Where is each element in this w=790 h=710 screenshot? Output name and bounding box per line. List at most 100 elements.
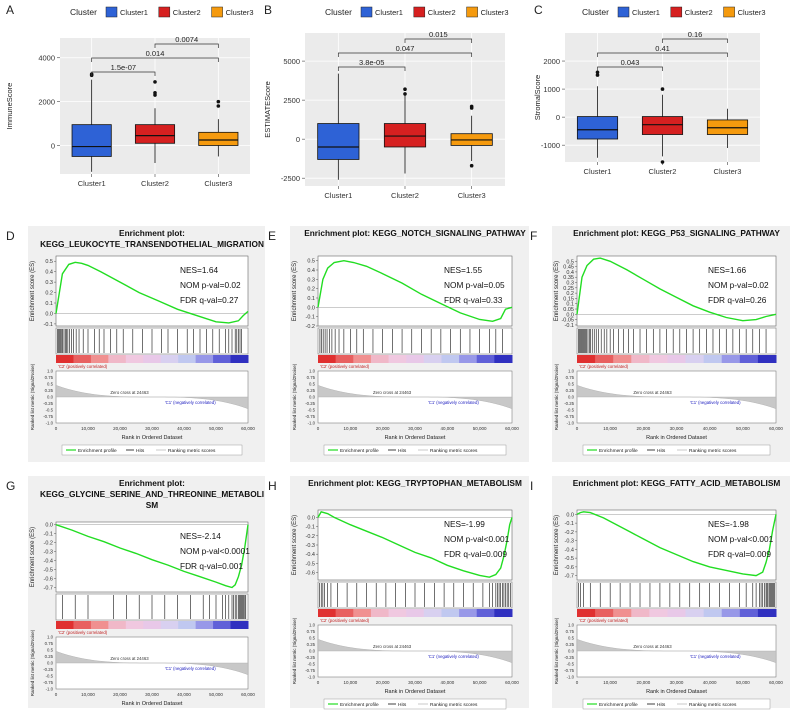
- x-tick-label: 50,000: [209, 692, 223, 697]
- es-axis-label: Enrichment score (ES): [292, 261, 298, 321]
- enrichment-curve: [55, 261, 249, 324]
- rank-tick-label: -0.25: [305, 655, 315, 660]
- p-value-label: 0.41: [655, 44, 670, 53]
- x-tick-label: 10,000: [81, 426, 95, 431]
- legend-swatch: [670, 6, 683, 18]
- y-axis-label: ImmuneScore: [5, 83, 14, 130]
- legend-label: Cluster2: [685, 8, 713, 17]
- legend-label: Ranking metric scores: [430, 702, 478, 708]
- outlier: [595, 73, 600, 77]
- legend-label: Cluster3: [738, 8, 766, 17]
- gradient-cell: [757, 609, 777, 617]
- y-tick-label: -1000: [541, 141, 560, 150]
- y-tick-label: 0.4: [45, 270, 53, 276]
- y-tick-label: 0.3: [45, 280, 53, 286]
- box-Cluster3: [198, 131, 239, 146]
- gradient-cell: [721, 355, 741, 363]
- nes-label: NES=1.64: [180, 265, 218, 275]
- gradient-cell: [195, 621, 214, 629]
- rank-axis-label: Ranked list metric (Signal2Noise): [30, 629, 35, 696]
- es-axis-label: Enrichment score (ES): [554, 515, 560, 575]
- legend-swatch: [360, 6, 373, 18]
- y-tick-label: -2500: [281, 174, 300, 183]
- legend-box: [323, 444, 507, 456]
- rank-tick-label: -0.5: [567, 408, 575, 413]
- gradient-cell: [370, 355, 390, 363]
- gradient-cell: [73, 355, 92, 363]
- panel-letter: G: [6, 479, 15, 493]
- fdr-label: FDR q-val=0.001: [180, 561, 243, 571]
- legend-label: Cluster3: [481, 8, 509, 17]
- gradient-cell: [370, 609, 390, 617]
- nes-label: NES=-1.98: [708, 519, 749, 529]
- outlier: [660, 87, 665, 91]
- gradient-cell: [494, 609, 513, 617]
- rank-tick-label: 0.5: [47, 648, 54, 653]
- y-tick-label: 0.0: [566, 312, 574, 318]
- rank-tick-label: -0.5: [46, 674, 54, 679]
- panel-title: Enrichment plot:: [119, 228, 185, 238]
- y-tick-label: 0.1: [307, 296, 315, 302]
- box-panel-C: C Cluster Cluster1 Cluster2 Cluster3 -1000 0 10…: [533, 3, 766, 176]
- rank-tick-label: 0.0: [47, 395, 54, 400]
- p-value-label: 0.043: [621, 58, 640, 67]
- panel-title: Enrichment plot: KEGG_FATTY_ACID_METABOL…: [573, 478, 781, 488]
- gradient-cell: [353, 609, 372, 617]
- gradient-cell: [125, 355, 144, 363]
- ranked-metric-area: [55, 651, 249, 675]
- panel-letter: A: [6, 3, 14, 17]
- legend-label: Cluster2: [428, 8, 456, 17]
- gradient-cell: [459, 355, 478, 363]
- x-tick-label: 30,000: [670, 426, 684, 431]
- legend-label: Ranking metric scores: [689, 702, 737, 708]
- y-tick-label: -0.7: [44, 586, 53, 592]
- p-value-label: 0.014: [146, 49, 165, 58]
- gradient-cell: [441, 355, 460, 363]
- gradient-cell: [230, 621, 249, 629]
- x-tick-label: 40,000: [440, 426, 454, 431]
- y-axis-label: StromalScore: [533, 75, 542, 120]
- rank-tick-label: 0.75: [45, 375, 54, 380]
- gradient-cell: [739, 609, 759, 617]
- y-tick-label: -0.4: [44, 559, 53, 565]
- rank-tick-label: -1.0: [567, 675, 575, 680]
- es-plot: [317, 509, 513, 581]
- x-tick-label: Cluster3: [204, 179, 232, 188]
- rank-tick-label: -0.25: [564, 655, 574, 660]
- outlier: [469, 163, 474, 168]
- rank-tick-label: -0.5: [308, 408, 316, 413]
- y-tick-label: -0.5: [306, 561, 315, 567]
- gradient-cell: [423, 355, 442, 363]
- es-axis-label: Enrichment score (ES): [292, 515, 298, 575]
- y-tick-label: -0.05: [561, 318, 574, 324]
- legend-swatch: [413, 6, 426, 18]
- gradient-cell: [631, 355, 650, 363]
- significance-bracket: [597, 66, 663, 71]
- x-tick-label: 10,000: [343, 680, 357, 685]
- pval-label: NOM p-val<0.001: [444, 534, 510, 544]
- rank-tick-label: 0.25: [566, 388, 575, 393]
- pval-label: NOM p-val=0.02: [180, 280, 241, 290]
- y-tick-label: -0.7: [565, 574, 574, 580]
- y-tick-label: 0.0: [45, 523, 53, 529]
- gradient-cell: [353, 355, 372, 363]
- ranked-metric-area: [576, 385, 777, 409]
- pval-label: NOM p-val<0.001: [708, 534, 774, 544]
- x-tick-label: 30,000: [145, 426, 159, 431]
- y-tick-label: 0: [296, 135, 300, 144]
- gradient-cell: [595, 355, 614, 363]
- x-tick-label: 10,000: [603, 680, 617, 685]
- y-tick-label: 0.1: [566, 302, 574, 308]
- gradient-cell: [178, 355, 197, 363]
- outlier: [153, 91, 157, 95]
- outlier: [153, 80, 157, 84]
- nes-label: NES=1.55: [444, 265, 482, 275]
- gradient-cell: [213, 621, 232, 629]
- y-tick-label: 0.5: [307, 259, 315, 265]
- significance-bracket: [662, 38, 728, 43]
- x-tick-label: Cluster1: [584, 167, 612, 176]
- rank-tick-label: -1.0: [46, 421, 54, 426]
- rank-tick-label: 0.75: [307, 375, 316, 380]
- ranked-metric-area: [576, 639, 777, 663]
- rank-tick-label: 1.0: [47, 635, 54, 640]
